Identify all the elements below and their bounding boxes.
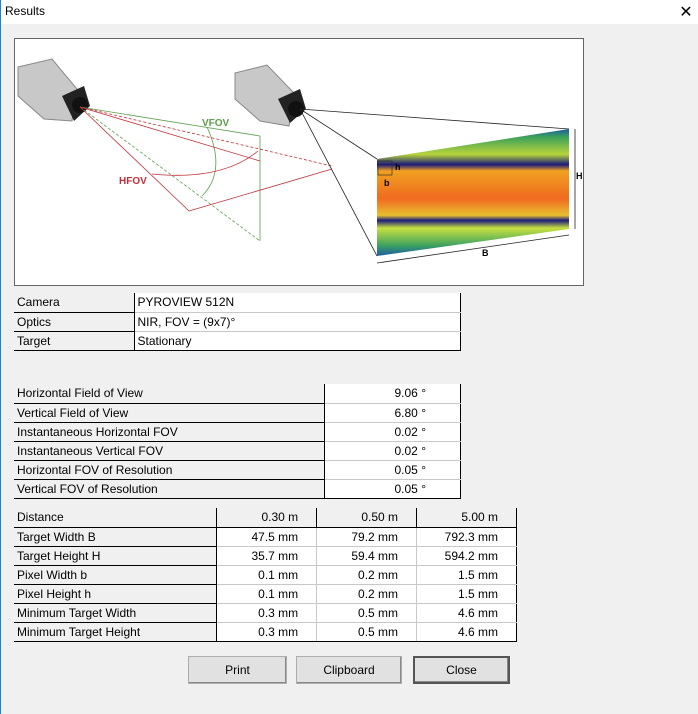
row-value: 35.7 mm: [216, 546, 318, 566]
row-label: Instantaneous Horizontal FOV: [14, 422, 325, 442]
row-value: 79.2 mm: [316, 527, 418, 547]
row-value: 0.1 mm: [216, 584, 318, 604]
column-header: 5.00 m: [416, 508, 517, 528]
row-label: Target: [14, 331, 135, 351]
row-label: Target Width B: [14, 527, 218, 547]
row-label: Instantaneous Vertical FOV: [14, 441, 325, 461]
column-header: 0.50 m: [316, 508, 418, 528]
row-label: Vertical Field of View: [14, 403, 325, 423]
row-value: 47.5 mm: [216, 527, 318, 547]
table-row: Target Width B 47.5 mm 79.2 mm 792.3 mm: [14, 527, 517, 547]
row-value: 9.06 °: [324, 384, 461, 404]
row-value: 1.5 mm: [416, 565, 517, 585]
table-row: Horizontal FOV of Resolution 0.05 °: [14, 460, 461, 480]
table-row: Pixel Width b 0.1 mm 0.2 mm 1.5 mm: [14, 565, 517, 585]
row-label: Horizontal FOV of Resolution: [14, 460, 325, 480]
close-icon[interactable]: ✕: [679, 4, 693, 21]
table-row: Vertical FOV of Resolution 0.05 °: [14, 479, 461, 499]
row-value: 0.1 mm: [216, 565, 318, 585]
row-value: 0.2 mm: [316, 584, 418, 604]
window-title: Results: [5, 4, 46, 18]
target-height-label: H: [576, 171, 583, 181]
target-width-label: B: [482, 248, 489, 258]
row-value: 0.2 mm: [316, 565, 418, 585]
row-label: Camera: [14, 293, 135, 313]
table-row: Instantaneous Vertical FOV 0.02 °: [14, 441, 461, 461]
row-value: 792.3 mm: [416, 527, 517, 547]
camera-info-table: Camera PYROVIEW 512N Optics NIR, FOV = (9x…: [14, 293, 461, 351]
row-value: 0.02 °: [324, 441, 461, 461]
row-label: Target Height H: [14, 546, 218, 566]
print-button[interactable]: Print: [188, 656, 287, 684]
row-label: Optics: [14, 312, 135, 332]
row-value: 0.05 °: [324, 479, 461, 499]
column-header: 0.30 m: [216, 508, 318, 528]
table-row: Target Stationary: [14, 331, 461, 351]
row-value: 1.5 mm: [416, 584, 517, 604]
row-value: 0.3 mm: [216, 603, 318, 623]
row-value: PYROVIEW 512N: [134, 293, 461, 313]
table-header-row: Distance 0.30 m 0.50 m 5.00 m: [14, 508, 517, 528]
thermal-image: [377, 129, 569, 256]
hfov-label: HFOV: [119, 176, 147, 187]
table-row: Instantaneous Horizontal FOV 0.02 °: [14, 422, 461, 442]
table-row: Optics NIR, FOV = (9x7)°: [14, 312, 461, 332]
column-header: Distance: [14, 508, 218, 528]
row-label: Pixel Height h: [14, 584, 218, 604]
row-value: 4.6 mm: [416, 622, 517, 642]
pixel-height-label: h: [395, 162, 401, 172]
fov-illustration: VFOV HFOV h b H B: [14, 38, 584, 286]
table-row: Pixel Height h 0.1 mm 0.2 mm 1.5 mm: [14, 584, 517, 604]
table-row: Minimum Target Width 0.3 mm 0.5 mm 4.6 mm: [14, 603, 517, 623]
row-value: 0.3 mm: [216, 622, 318, 642]
row-value: 0.5 mm: [316, 603, 418, 623]
row-value: 4.6 mm: [416, 603, 517, 623]
row-label: Pixel Width b: [14, 565, 218, 585]
row-label: Minimum Target Width: [14, 603, 218, 623]
row-value: 0.5 mm: [316, 622, 418, 642]
table-row: Horizontal Field of View 9.06 °: [14, 384, 461, 404]
row-value: NIR, FOV = (9x7)°: [134, 312, 461, 332]
table-row: Camera PYROVIEW 512N: [14, 293, 461, 313]
distance-table: Distance 0.30 m 0.50 m 5.00 m Target Wid…: [14, 508, 517, 642]
fov-table: Horizontal Field of View 9.06 ° Vertical …: [14, 384, 461, 499]
row-label: Horizontal Field of View: [14, 384, 325, 404]
clipboard-button[interactable]: Clipboard: [296, 656, 402, 684]
row-value: 594.2 mm: [416, 546, 517, 566]
row-value: 6.80 °: [324, 403, 461, 423]
row-label: Vertical FOV of Resolution: [14, 479, 325, 499]
table-row: Target Height H 35.7 mm 59.4 mm 594.2 mm: [14, 546, 517, 566]
pixel-width-label: b: [384, 178, 390, 188]
close-button[interactable]: Close: [413, 656, 510, 684]
row-value: 0.05 °: [324, 460, 461, 480]
row-label: Minimum Target Height: [14, 622, 218, 642]
title-bar: Results ✕: [1, 0, 698, 24]
row-value: Stationary: [134, 331, 461, 351]
row-value: 59.4 mm: [316, 546, 418, 566]
vfov-label: VFOV: [202, 118, 230, 129]
table-row: Minimum Target Height 0.3 mm 0.5 mm 4.6 mm: [14, 622, 517, 642]
camera-icon: [17, 58, 90, 122]
table-row: Vertical Field of View 6.80 °: [14, 403, 461, 423]
row-value: 0.02 °: [324, 422, 461, 442]
camera-icon: [234, 64, 306, 127]
